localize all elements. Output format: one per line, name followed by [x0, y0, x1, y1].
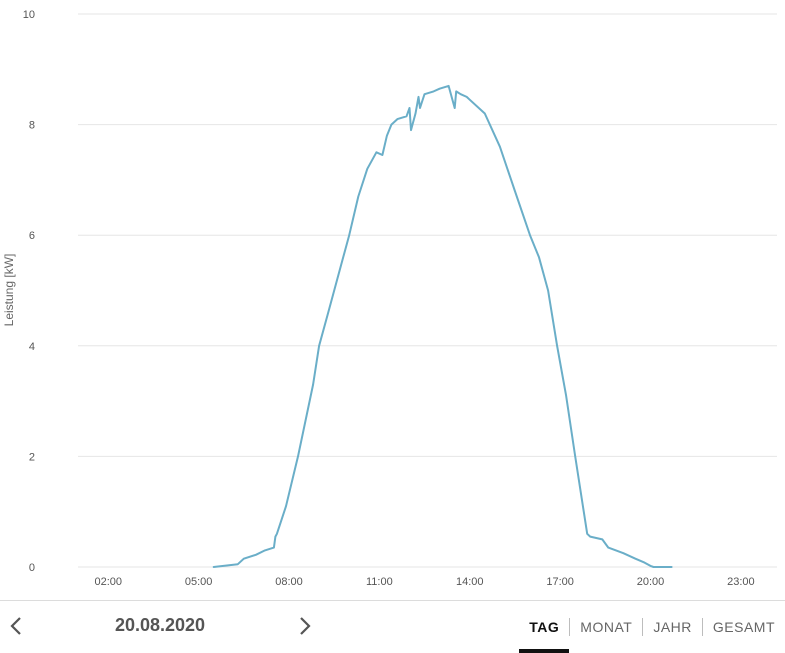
x-tick-label: 14:00	[456, 576, 484, 588]
x-tick-label: 20:00	[637, 576, 665, 588]
grid-layer	[78, 13, 777, 568]
selected-date[interactable]: 20.08.2020	[114, 615, 206, 635]
tab-divider	[569, 618, 571, 636]
y-tick-label: 6	[29, 230, 35, 242]
x-tick-label: 02:00	[94, 576, 122, 588]
y-tick-label: 8	[29, 120, 35, 132]
x-tick-label: 08:00	[275, 576, 303, 588]
y-axis-ticks: 0 2 4 6 8 10	[23, 9, 35, 574]
power-series-line	[212, 84, 673, 568]
previous-date-button[interactable]	[4, 613, 28, 639]
tab-year[interactable]: JAHR	[653, 619, 692, 635]
tab-day[interactable]: TAG	[519, 601, 570, 653]
chevron-left-icon	[10, 617, 21, 635]
y-axis-title: Leistung [kW]	[2, 254, 16, 327]
y-tick-label: 10	[23, 9, 35, 21]
chevron-right-icon	[300, 617, 311, 635]
y-tick-label: 2	[29, 451, 35, 463]
tab-total[interactable]: GESAMT	[712, 619, 775, 635]
series-layer	[212, 84, 673, 568]
x-axis-ticks: 02:00 05:00 08:00 11:00 14:00 17:00 20:00 23:00	[94, 576, 754, 588]
tab-divider	[701, 618, 703, 636]
x-tick-label: 11:00	[366, 576, 393, 588]
y-tick-label: 4	[29, 341, 35, 353]
y-tick-label: 0	[29, 562, 35, 574]
x-tick-label: 23:00	[727, 576, 755, 588]
date-navigation-bar: 20.08.2020 TAG MONAT JAHR GESAMT	[0, 600, 785, 653]
next-date-button[interactable]	[293, 613, 317, 639]
x-tick-label: 17:00	[546, 576, 574, 588]
tab-month[interactable]: MONAT	[580, 619, 633, 635]
tab-divider	[642, 618, 644, 636]
power-line-chart: 0 2 4 6 8 10 02:00 05:00 08:00 11:00 14:00 17:00 20…	[2, 9, 777, 588]
period-tabs: TAG MONAT JAHR GESAMT	[519, 601, 785, 653]
x-tick-label: 05:00	[185, 576, 213, 588]
